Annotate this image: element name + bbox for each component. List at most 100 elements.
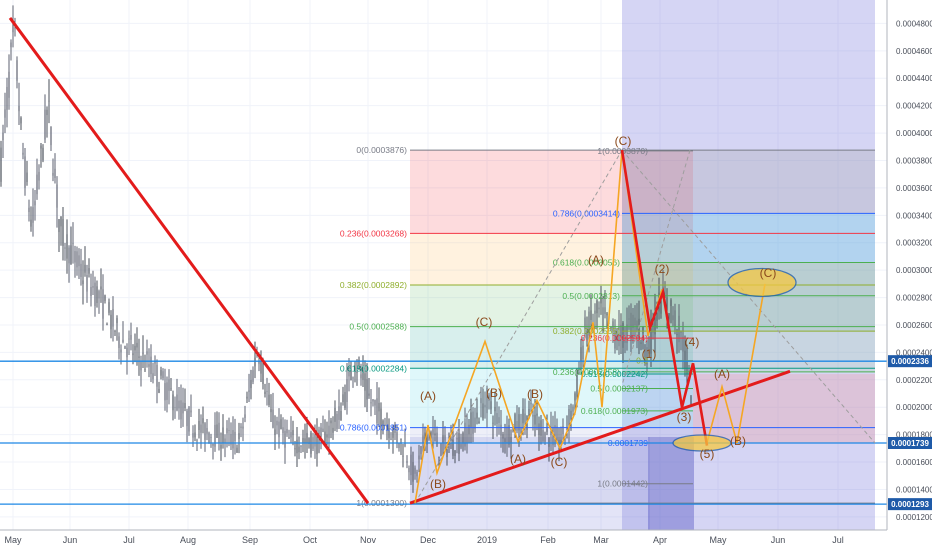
time-zone-lower [410,437,650,530]
candle-body [420,446,422,455]
fib-level-label: 0.786(0.0001851) [340,423,407,433]
candle-body [290,432,292,438]
fib-level-label: 0.236(0.0003268) [340,228,407,238]
candle-body [560,439,562,445]
candle-body [196,440,198,442]
candle-body [554,425,556,445]
candle-body [52,172,54,176]
elliott-waves [8,17,797,505]
candle-body [26,172,28,182]
candle-body [352,377,354,379]
candle-body [418,455,420,460]
candle-body [492,422,494,424]
candle-body [480,398,482,404]
candle-body [18,105,20,112]
candle-body [340,411,342,421]
candle-body [264,391,266,394]
candle-body [260,357,262,374]
candle-body [60,216,62,227]
candle-body [86,275,88,292]
wave-label: (3) [677,410,692,424]
candle-body [634,317,636,326]
candle-body [24,156,26,188]
candle-body [40,145,42,149]
candle-body [374,400,376,406]
candle-body [320,427,322,441]
candle-body [136,342,138,348]
x-tick-label: Aug [180,535,196,545]
wave-label: (C) [476,315,493,329]
candle-body [562,425,564,435]
candle-body [296,439,298,454]
candle-body [364,373,366,391]
candle-body [268,394,270,405]
candle-body [162,371,164,379]
candle-body [378,402,380,412]
candle-body [140,362,142,371]
candle-body [292,430,294,436]
candle-body [674,310,676,327]
candle-body [188,407,190,432]
candle-body [300,446,302,448]
wave-label: (B) [430,477,446,491]
candle-body [64,247,66,249]
wave-label: (C) [551,455,568,469]
candle-body [494,406,496,412]
candle-body [88,268,90,274]
candle-body [208,432,210,443]
candle-body [234,431,236,441]
y-tick-label: 0.0003000 [896,266,932,275]
candle-body [500,424,502,436]
x-tick-label: Apr [653,535,667,545]
candle-body [650,324,652,354]
candle-body [152,373,154,380]
fib-zone-right [622,213,875,263]
candle-body [14,27,16,29]
candle-body [98,291,100,299]
candle-body [528,408,530,419]
candle-body [516,420,518,431]
candle-body [448,442,450,445]
candle-body [486,387,488,414]
candle-body [342,394,344,402]
candle-body [158,388,160,393]
wave-label: (A) [420,389,436,403]
y-tick-label: 0.0001400 [896,485,932,494]
candle-body [440,443,442,456]
candle-body [362,370,364,380]
candle-body [620,325,622,339]
x-tick-label: Dec [420,535,437,545]
candle-body [180,400,182,420]
candle-body [490,401,492,410]
fib-level-label: 0.236(0.0002258) [553,367,620,377]
candle-body [332,427,334,433]
candle-body [652,316,654,333]
target-ellipse [727,267,797,298]
fib-zones [410,0,875,530]
candle-body [246,396,248,399]
candle-body [666,297,668,311]
candle-body [130,334,132,340]
uptrend-line [409,369,791,505]
candle-body [102,289,104,319]
candle-body [144,369,146,371]
candle-body [580,347,582,362]
candle-body [262,362,264,385]
candle-body [228,430,230,431]
candle-body [444,435,446,441]
x-tick-label: Sep [242,535,258,545]
fib-zone-left [410,233,693,285]
candle-body [166,382,168,400]
candle-body [390,438,392,440]
candle-body [522,408,524,424]
candle-body [326,434,328,438]
candle-body [54,168,56,179]
candle-body [642,326,644,334]
candle-body [90,286,92,297]
candle-body [684,350,686,369]
candle-body [2,132,4,141]
candle-body [330,420,332,424]
candle-body [214,424,216,447]
candle-body [382,420,384,430]
